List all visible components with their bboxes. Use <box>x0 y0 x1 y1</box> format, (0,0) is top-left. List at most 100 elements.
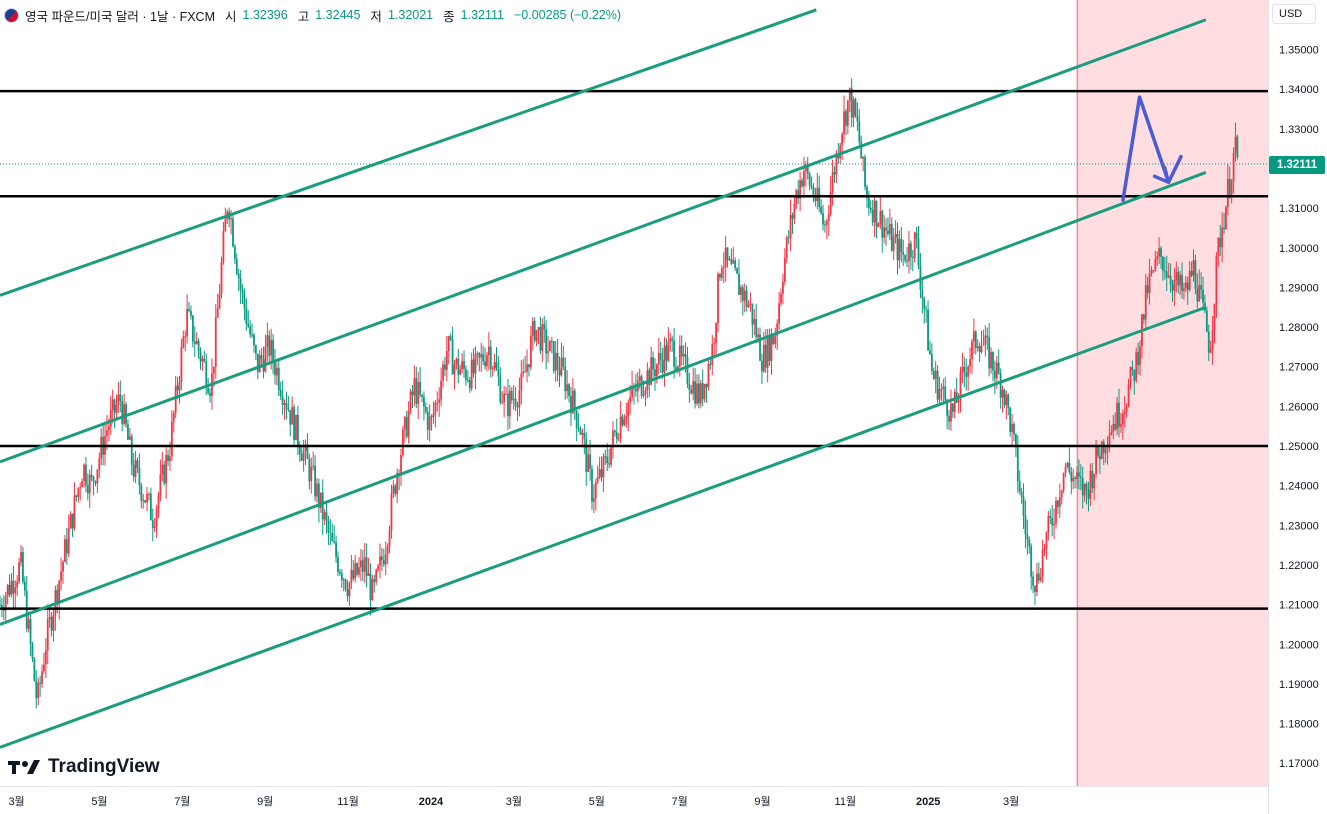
candle-body <box>251 334 253 336</box>
candle-body <box>978 346 981 352</box>
candle-body <box>300 454 303 461</box>
candle-body <box>583 432 586 440</box>
candle-body <box>677 366 679 370</box>
candle-body <box>816 187 819 202</box>
candle-body <box>159 474 162 496</box>
candle-body <box>407 411 410 437</box>
candle-body <box>1234 136 1237 153</box>
candle-body <box>537 327 540 330</box>
candle-body <box>740 287 742 295</box>
price-tick-label: 1.29000 <box>1279 282 1319 294</box>
candle-body <box>799 180 802 199</box>
candle-body <box>1186 282 1189 290</box>
candle-body <box>722 267 725 269</box>
candle-body <box>871 209 874 223</box>
candle-body <box>698 383 700 404</box>
candle-body <box>447 336 450 352</box>
candle-body <box>835 153 838 175</box>
candle-body <box>298 445 301 455</box>
candle-body <box>577 427 580 430</box>
candle-body <box>1095 446 1097 474</box>
candle-body <box>302 451 305 461</box>
candle-body <box>608 463 611 465</box>
candle-body <box>451 339 454 375</box>
candle-body <box>58 580 61 604</box>
candle-body <box>371 579 374 600</box>
candle-body <box>789 215 792 239</box>
candle-body <box>327 520 330 533</box>
candle-body <box>661 360 664 373</box>
candle-body <box>619 416 622 439</box>
candle-body <box>48 616 51 620</box>
candle-body <box>558 369 561 376</box>
time-tick-label: 7월 <box>174 795 190 808</box>
candle-body <box>562 357 565 367</box>
candle-body <box>56 589 59 604</box>
candle-body <box>866 186 868 198</box>
candle-body <box>98 458 101 470</box>
candle-body <box>468 380 471 389</box>
candle-body <box>423 396 425 407</box>
candle-body <box>50 616 53 631</box>
candle-body <box>190 311 192 316</box>
price-tick-label: 1.28000 <box>1279 322 1319 334</box>
candle-body <box>350 570 353 583</box>
candle-body <box>1100 441 1103 460</box>
candle-body <box>1200 285 1203 290</box>
candle-body <box>736 268 738 274</box>
candle-body <box>518 390 521 408</box>
price-tick-label: 1.26000 <box>1279 401 1319 413</box>
candle-body <box>570 396 572 414</box>
candle-body <box>803 171 805 187</box>
candle-body <box>65 539 68 554</box>
candle-body <box>316 483 318 497</box>
candle-body <box>489 346 492 369</box>
candle-body <box>887 230 889 234</box>
candle-body <box>888 224 891 234</box>
candle-body <box>260 355 263 360</box>
candle-body <box>270 339 273 356</box>
candle-body <box>869 207 872 210</box>
candle-body <box>233 246 236 259</box>
symbol-title[interactable]: 영국 파운드/미국 달러 · 1날 · FXCM <box>25 9 216 24</box>
candle-body <box>1037 573 1040 581</box>
candle-body <box>946 399 949 416</box>
candle-body <box>1110 431 1113 436</box>
candle-body <box>256 353 259 373</box>
candle-body <box>982 344 985 346</box>
time-tick-label: 2025 <box>916 796 940 808</box>
candle-body <box>361 560 364 572</box>
candle-body <box>988 337 991 369</box>
candle-body <box>992 352 994 371</box>
candle-body <box>776 323 779 336</box>
time-tick-label: 2024 <box>419 796 444 808</box>
candle-body <box>1139 346 1141 366</box>
candle-body <box>107 426 110 431</box>
candle-body <box>896 234 899 261</box>
candle-body <box>1156 256 1159 260</box>
candle-body <box>367 573 370 576</box>
candle-body <box>1171 284 1174 291</box>
candle-body <box>356 563 358 575</box>
candle-body <box>155 508 158 527</box>
candle-body <box>877 223 880 227</box>
candle-body <box>864 156 866 187</box>
candle-body <box>77 488 80 498</box>
candle-body <box>951 403 954 412</box>
candle-body <box>323 512 326 520</box>
candle-body <box>470 359 473 389</box>
candle-body <box>197 340 200 352</box>
candle-body <box>386 546 389 555</box>
candle-body <box>625 416 628 420</box>
candle-body <box>254 345 257 354</box>
candle-body <box>900 238 903 253</box>
candle-body <box>520 373 523 391</box>
currency-button[interactable]: USD <box>1272 4 1316 24</box>
candle-body <box>860 141 863 159</box>
candle-body <box>283 403 286 405</box>
candle-body <box>741 287 744 301</box>
candle-body <box>1049 515 1052 518</box>
candle-body <box>79 487 82 489</box>
candle-body <box>684 354 687 357</box>
